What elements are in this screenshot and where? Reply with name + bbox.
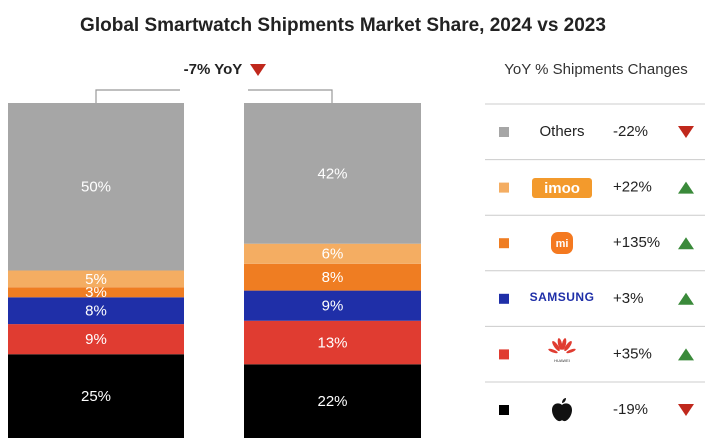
- legend-marker: [499, 349, 509, 360]
- value-label: 3%: [85, 284, 107, 301]
- yoy-label: +135%: [613, 234, 660, 251]
- yoy-indicator: [678, 181, 694, 194]
- value-label: 5%: [85, 271, 107, 288]
- value-label: 9%: [85, 331, 107, 348]
- yoy-indicator: [678, 404, 694, 416]
- yoy-indicator: [250, 64, 266, 76]
- legend-marker: [499, 405, 509, 415]
- yoy-indicator: [678, 237, 694, 250]
- value-label: 42%: [317, 165, 347, 182]
- bar-segment: [8, 270, 184, 288]
- yoy-label: -19%: [613, 401, 648, 418]
- bar-segment: [8, 297, 184, 325]
- bracket: [95, 89, 180, 103]
- bar-segment: [8, 354, 184, 438]
- chart-title: Global Smartwatch Shipments Market Share…: [80, 15, 606, 36]
- legend-marker: [499, 293, 509, 304]
- bracket: [248, 89, 333, 103]
- bar-segment: [8, 287, 184, 298]
- bar-segment: [8, 324, 184, 355]
- total-yoy: -7% YoY: [184, 61, 243, 78]
- logo: [532, 178, 592, 198]
- bar-segment: [244, 290, 421, 321]
- yoy-label: -22%: [613, 123, 648, 140]
- legend-marker: [499, 238, 509, 249]
- value-label: 8%: [322, 269, 344, 286]
- logo: [552, 398, 572, 422]
- bar-segment: [244, 364, 421, 438]
- value-label: 8%: [85, 303, 107, 320]
- bar-segment: [244, 103, 421, 244]
- value-label: 22%: [317, 393, 347, 410]
- legend-label: mi: [556, 238, 569, 250]
- legend-logos: Others imoo mi SAMSUNG HUAWEI: [530, 123, 595, 422]
- legend-label: Others: [539, 123, 584, 140]
- legend-marker: [499, 182, 509, 193]
- yoy-label: +35%: [613, 345, 652, 362]
- legend-label: HUAWEI: [554, 358, 570, 363]
- logo: [551, 232, 573, 254]
- legend-marker: [499, 127, 509, 137]
- yoy-indicator: [678, 126, 694, 138]
- yoy-label: +3%: [613, 290, 643, 307]
- yoy-label: +22%: [613, 179, 652, 196]
- value-label: 25%: [81, 388, 111, 405]
- value-label: 9%: [322, 298, 344, 315]
- yoy-indicator: [678, 292, 694, 305]
- logo: [548, 338, 576, 354]
- legend-label: imoo: [544, 180, 580, 197]
- bar-segment: [244, 243, 421, 264]
- value-label: 13%: [317, 334, 347, 351]
- yoy-indicator: [678, 348, 694, 361]
- bar-segment: [244, 263, 421, 291]
- legend-label: SAMSUNG: [530, 290, 595, 304]
- value-label: 50%: [81, 179, 111, 196]
- bar-segment: [244, 320, 421, 365]
- bar-segment: [8, 103, 184, 271]
- legend-title: YoY % Shipments Changes: [504, 61, 687, 78]
- value-label: 6%: [322, 246, 344, 263]
